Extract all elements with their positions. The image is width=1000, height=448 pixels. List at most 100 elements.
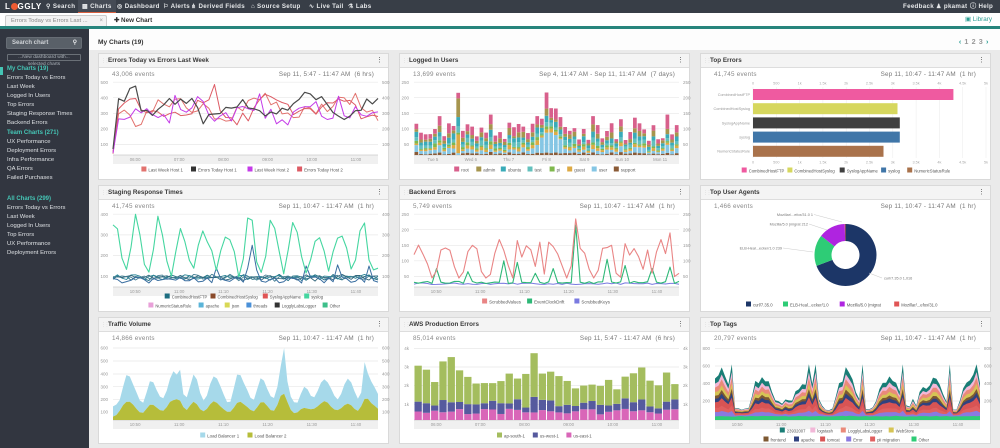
svg-text:1.5k: 1.5k <box>819 82 826 86</box>
svg-text:Wed 6: Wed 6 <box>465 157 478 162</box>
svg-text:2k: 2k <box>844 82 848 86</box>
svg-text:apache: apache <box>206 303 220 308</box>
svg-text:CombinedHostFTP: CombinedHostFTP <box>172 294 208 299</box>
svg-text:SyslogAppName: SyslogAppName <box>847 168 879 173</box>
svg-text:Mozilla/5.0 (migrat: Mozilla/5.0 (migrat <box>847 302 882 307</box>
svg-text:curl/7.35.0 1,016: curl/7.35.0 1,016 <box>884 277 912 281</box>
svg-text:2k: 2k <box>683 383 689 388</box>
svg-text:Sun 10: Sun 10 <box>615 157 629 162</box>
svg-text:800: 800 <box>984 346 992 351</box>
svg-text:ubuntu: ubuntu <box>508 167 522 172</box>
svg-text:300: 300 <box>100 233 108 238</box>
svg-text:09:00: 09:00 <box>563 422 574 427</box>
svg-text:200: 200 <box>702 399 710 404</box>
svg-text:200: 200 <box>382 397 390 402</box>
svg-text:Load Balancer 2: Load Balancer 2 <box>255 433 288 438</box>
svg-text:400: 400 <box>382 372 390 377</box>
svg-text:11:20: 11:20 <box>262 422 273 427</box>
svg-text:07:00: 07:00 <box>475 422 486 427</box>
svg-text:0: 0 <box>752 82 754 86</box>
svg-text:1k: 1k <box>798 161 802 165</box>
svg-text:11:10: 11:10 <box>218 422 229 427</box>
svg-text:50: 50 <box>404 142 410 147</box>
svg-text:200: 200 <box>683 227 691 232</box>
svg-text:logstash: logstash <box>817 428 833 433</box>
svg-text:11:40: 11:40 <box>351 289 362 294</box>
svg-text:Errors Today Host 1: Errors Today Host 1 <box>198 167 237 172</box>
svg-text:08:00: 08:00 <box>519 422 530 427</box>
svg-text:23932007: 23932007 <box>787 428 806 433</box>
svg-text:3k: 3k <box>891 161 895 165</box>
svg-text:100: 100 <box>100 274 108 279</box>
svg-text:Mon 11: Mon 11 <box>653 157 668 162</box>
svg-text:500: 500 <box>382 80 390 85</box>
svg-text:11:00: 11:00 <box>174 422 185 427</box>
svg-text:10:50: 10:50 <box>732 422 743 427</box>
svg-text:Mozillar/...efox/31.0: Mozillar/...efox/31.0 <box>901 302 938 307</box>
svg-text:SyslogAppName: SyslogAppName <box>722 121 750 125</box>
svg-text:200: 200 <box>382 126 390 131</box>
svg-text:100: 100 <box>401 126 409 131</box>
svg-text:Other: Other <box>919 437 930 442</box>
svg-text:50: 50 <box>683 274 689 279</box>
svg-text:ap-south-1: ap-south-1 <box>504 433 526 438</box>
svg-text:3k: 3k <box>683 365 689 370</box>
svg-text:06:00: 06:00 <box>431 422 442 427</box>
svg-text:apache: apache <box>801 437 815 442</box>
svg-text:100: 100 <box>683 126 691 131</box>
svg-text:11:30: 11:30 <box>307 422 318 427</box>
svg-text:3.5k: 3.5k <box>913 161 920 165</box>
svg-text:250: 250 <box>683 212 691 217</box>
svg-text:guest: guest <box>574 167 586 172</box>
svg-text:ScrubbedValues: ScrubbedValues <box>489 299 522 304</box>
svg-text:200: 200 <box>382 253 390 258</box>
svg-text:100: 100 <box>401 258 409 263</box>
svg-text:4.5k: 4.5k <box>959 161 966 165</box>
svg-text:1k: 1k <box>683 402 689 407</box>
svg-text:250: 250 <box>401 212 409 217</box>
svg-text:2.5k: 2.5k <box>866 82 873 86</box>
svg-text:11:10: 11:10 <box>218 289 229 294</box>
svg-text:syslog: syslog <box>739 136 750 140</box>
svg-text:tomcat: tomcat <box>827 437 840 442</box>
svg-text:1k: 1k <box>404 402 410 407</box>
svg-text:4k: 4k <box>937 82 941 86</box>
svg-text:300: 300 <box>382 111 390 116</box>
svg-text:11:40: 11:40 <box>953 422 964 427</box>
svg-text:200: 200 <box>100 397 108 402</box>
svg-text:11:00: 11:00 <box>475 289 486 294</box>
svg-text:400: 400 <box>702 381 710 386</box>
svg-text:Mozilla/5.0 (migrat 212: Mozilla/5.0 (migrat 212 <box>770 223 808 227</box>
svg-text:Sat 9: Sat 9 <box>579 157 590 162</box>
svg-text:support: support <box>621 167 636 172</box>
svg-text:100: 100 <box>382 274 390 279</box>
svg-text:4.5k: 4.5k <box>959 82 966 86</box>
svg-text:Fri 8: Fri 8 <box>542 157 551 162</box>
svg-text:100: 100 <box>382 142 390 147</box>
svg-text:11:30: 11:30 <box>608 289 619 294</box>
svg-text:150: 150 <box>401 111 409 116</box>
svg-text:100: 100 <box>382 410 390 415</box>
svg-text:200: 200 <box>100 126 108 131</box>
svg-text:11:00: 11:00 <box>174 289 185 294</box>
svg-text:CombinedHostSyslog: CombinedHostSyslog <box>218 294 259 299</box>
svg-text:pi: pi <box>557 167 560 172</box>
svg-text:400: 400 <box>382 212 390 217</box>
svg-text:admin: admin <box>483 167 496 172</box>
svg-text:CombinedHostSyslog: CombinedHostSyslog <box>794 168 835 173</box>
svg-text:600: 600 <box>702 364 710 369</box>
svg-text:800: 800 <box>702 346 710 351</box>
svg-text:3.5k: 3.5k <box>913 82 920 86</box>
svg-text:json: json <box>231 303 240 308</box>
svg-text:100: 100 <box>100 410 108 415</box>
svg-text:400: 400 <box>382 95 390 100</box>
svg-text:150: 150 <box>683 111 691 116</box>
svg-text:1.5k: 1.5k <box>819 161 826 165</box>
svg-text:syslog: syslog <box>888 168 901 173</box>
svg-text:Load Balancer 1: Load Balancer 1 <box>207 433 240 438</box>
svg-text:600: 600 <box>382 346 390 351</box>
svg-text:1k: 1k <box>798 82 802 86</box>
svg-text:250: 250 <box>401 80 409 85</box>
svg-text:11:20: 11:20 <box>563 289 574 294</box>
svg-text:2k: 2k <box>844 161 848 165</box>
